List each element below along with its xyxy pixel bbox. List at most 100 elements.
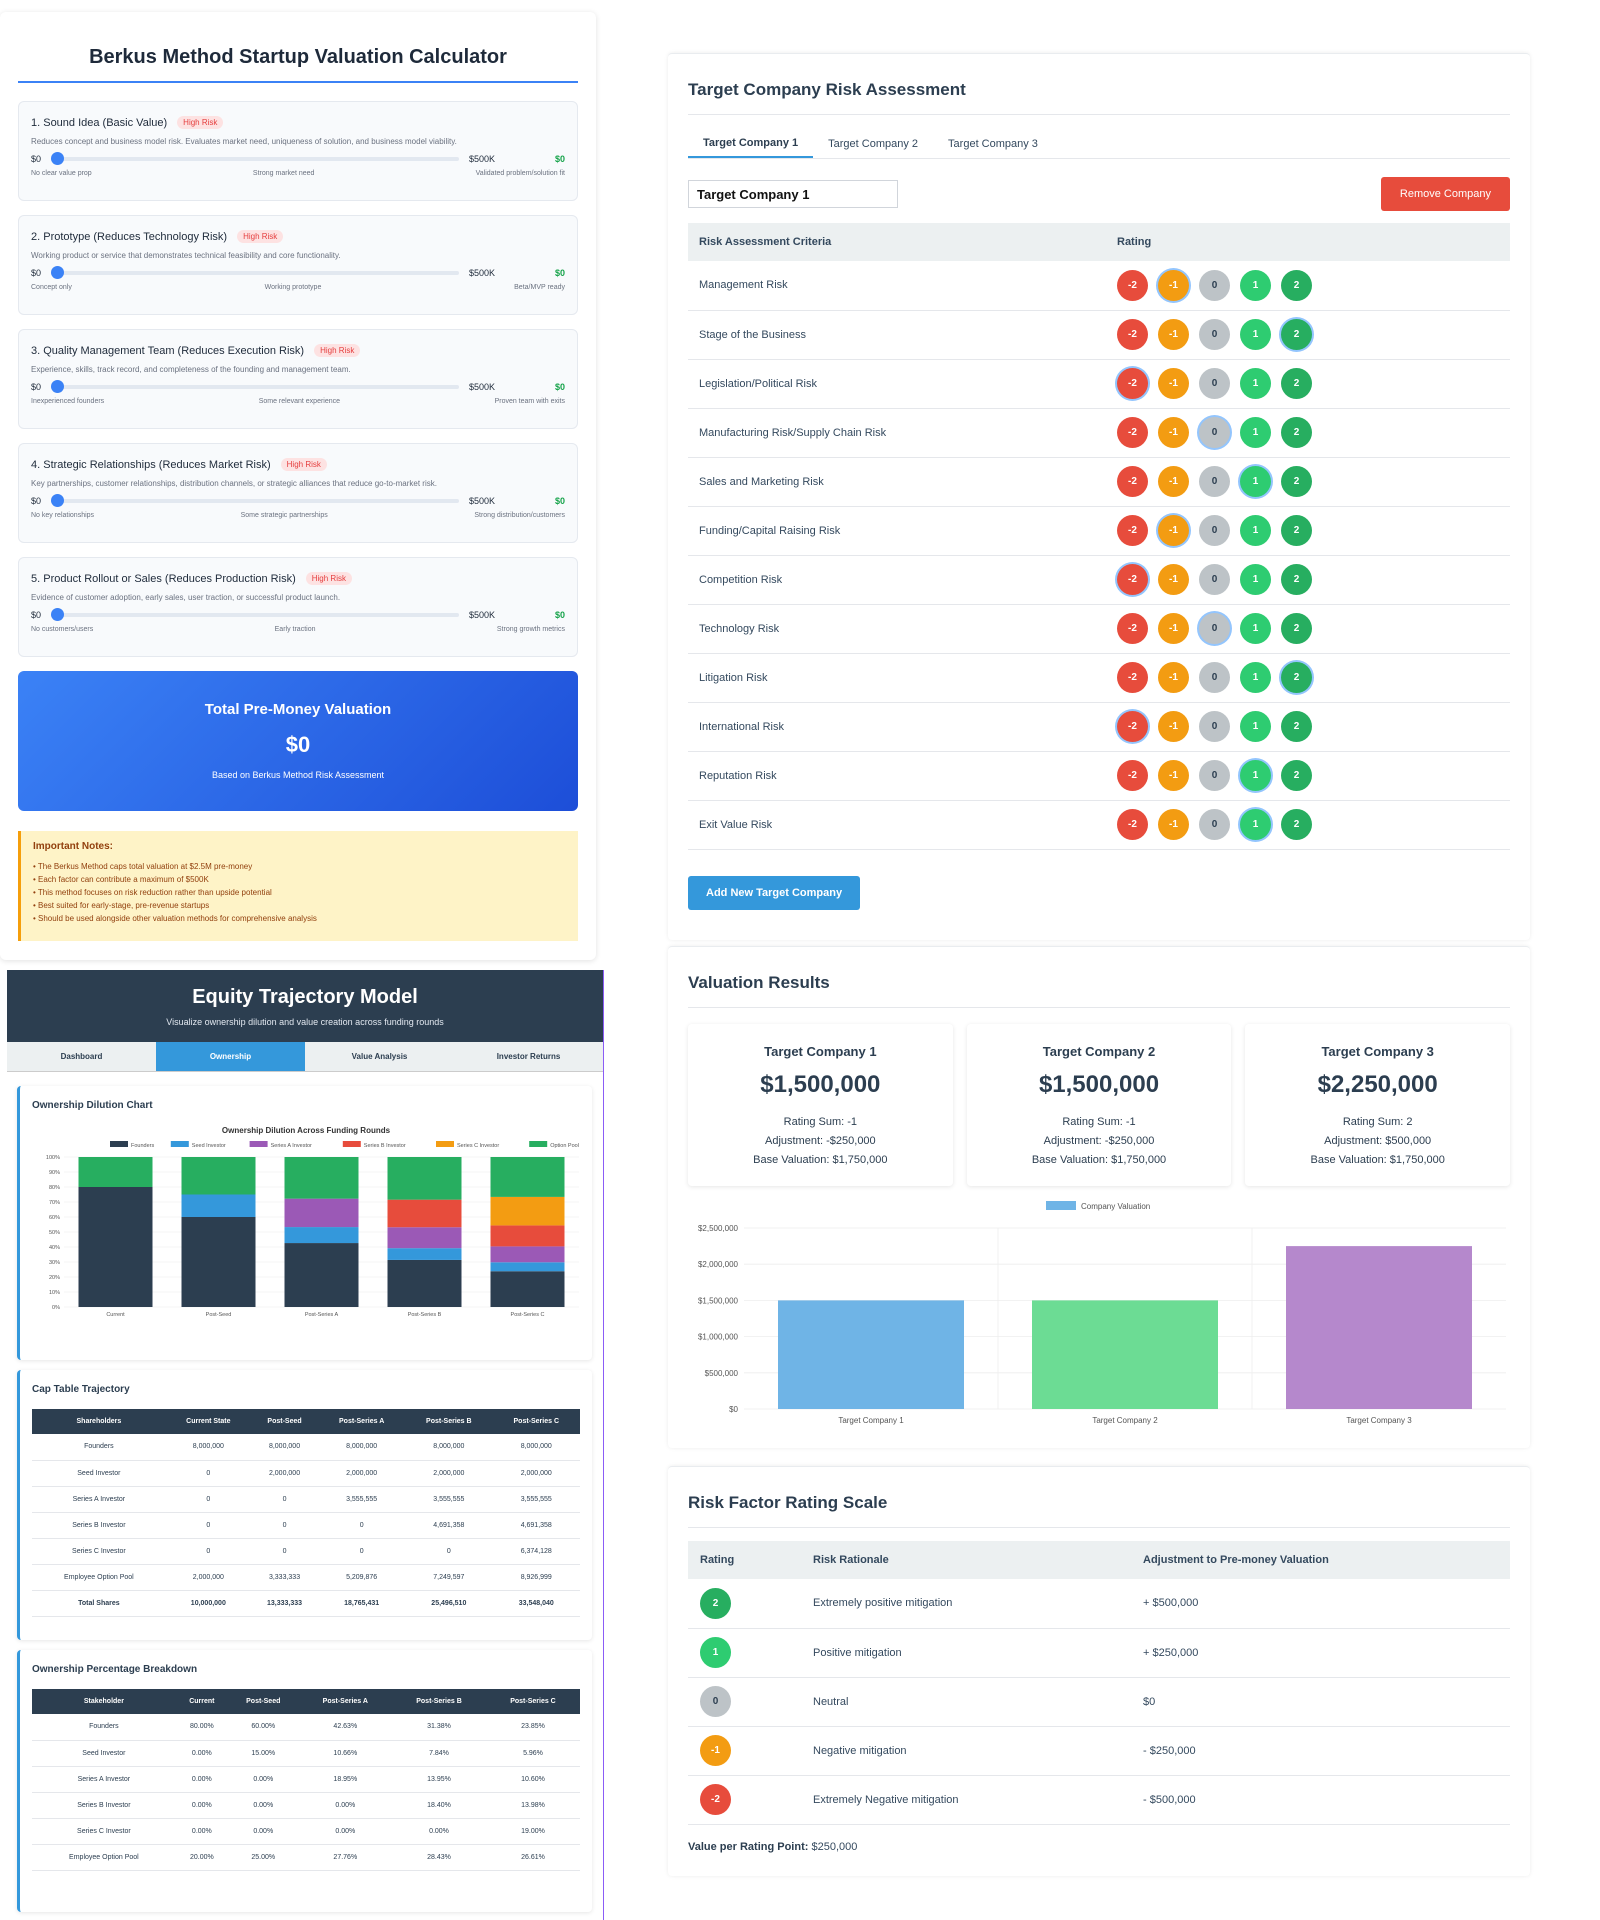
factor-slider[interactable] (51, 266, 460, 279)
rating-button-2[interactable]: 2 (1281, 662, 1312, 693)
tab-value-analysis[interactable]: Value Analysis (351, 1052, 408, 1061)
rating-button-minus1[interactable]: -1 (1158, 760, 1189, 791)
slider-label: Some strategic partnerships (240, 512, 328, 519)
rating-button-1[interactable]: 1 (1240, 809, 1271, 840)
slider-thumb[interactable] (51, 494, 65, 507)
rating-button-minus2[interactable]: -2 (1117, 269, 1148, 301)
rating-button-minus1[interactable]: -1 (1158, 466, 1189, 497)
rating-button-minus2[interactable]: -2 (1117, 711, 1148, 742)
rating-button-minus1[interactable]: -1 (1158, 368, 1189, 399)
table-cell: Seed Investor (32, 1740, 176, 1767)
rating-button-0[interactable]: 0 (1199, 662, 1230, 693)
rating-button-2[interactable]: 2 (1281, 809, 1312, 840)
rating-button-minus2[interactable]: -2 (1117, 564, 1148, 595)
slider-thumb[interactable] (51, 608, 65, 621)
rating-button-minus1[interactable]: -1 (1158, 319, 1189, 350)
rating-button-minus1[interactable]: -1 (1158, 662, 1189, 693)
slider-min: $0 (31, 154, 42, 164)
tab-target-company-1[interactable]: Target Company 1 (688, 129, 814, 158)
tab-ownership[interactable]: Ownership (156, 1042, 305, 1071)
rating-button-minus2[interactable]: -2 (1117, 466, 1148, 497)
tab-dashboard[interactable]: Dashboard (60, 1052, 103, 1061)
add-company-button[interactable]: Add New Target Company (688, 875, 861, 910)
rating-button-1[interactable]: 1 (1240, 417, 1271, 448)
slider-thumb[interactable] (51, 380, 65, 393)
company-name-input[interactable] (688, 180, 898, 208)
scale-rationale-header: Risk Rationale (801, 1541, 1131, 1579)
remove-company-button[interactable]: Remove Company (1380, 177, 1510, 211)
table-cell: Total Shares (32, 1590, 166, 1617)
rating-button-2[interactable]: 2 (1281, 613, 1312, 644)
rating-button-2[interactable]: 2 (1281, 368, 1312, 399)
rating-button-minus2[interactable]: -2 (1117, 760, 1148, 791)
rating-button-minus2[interactable]: -2 (1117, 319, 1148, 350)
rating-button-2[interactable]: 2 (1281, 319, 1312, 350)
rating-button-2[interactable]: 2 (1281, 711, 1312, 742)
rating-button-minus1[interactable]: -1 (1158, 809, 1189, 840)
tab-investor-returns[interactable]: Investor Returns (496, 1052, 561, 1061)
factor-title: 5. Product Rollout or Sales (Reduces Pro… (31, 572, 296, 585)
rating-button-0[interactable]: 0 (1199, 760, 1230, 791)
rating-button-0[interactable]: 0 (1199, 269, 1230, 301)
result-valuation: $1,500,000 (1038, 1071, 1160, 1098)
rating-button-minus1[interactable]: -1 (1158, 711, 1189, 742)
factor-slider[interactable] (51, 608, 460, 621)
rating-buttons: -2 -1 0 1 2 (1117, 515, 1510, 546)
slider-thumb[interactable] (51, 152, 65, 165)
table-row: Total Shares 10,000,000 13,333,333 18,765,4… (32, 1590, 580, 1617)
rating-button-1[interactable]: 1 (1240, 662, 1271, 693)
rating-button-1[interactable]: 1 (1240, 466, 1271, 497)
table-cell: 3,555,555 (318, 1486, 406, 1513)
rating-button-0[interactable]: 0 (1199, 319, 1230, 350)
rating-button-minus1[interactable]: -1 (1158, 515, 1189, 546)
slider-thumb[interactable] (51, 266, 65, 279)
rating-button-0[interactable]: 0 (1199, 809, 1230, 840)
rating-button-0[interactable]: 0 (1199, 711, 1230, 742)
rating-button-0[interactable]: 0 (1199, 613, 1230, 644)
rating-button-1[interactable]: 1 (1240, 613, 1271, 644)
rating-button-2[interactable]: 2 (1281, 269, 1312, 301)
rating-button-minus2[interactable]: -2 (1117, 809, 1148, 840)
rating-button-minus2[interactable]: -2 (1117, 613, 1148, 644)
rating-button-2[interactable]: 2 (1281, 466, 1312, 497)
risk-criteria-table: Risk Assessment Criteria Rating Manageme… (688, 223, 1510, 850)
rating-button-1[interactable]: 1 (1240, 760, 1271, 791)
rating-button-minus1[interactable]: -1 (1158, 613, 1189, 644)
rating-button-0[interactable]: 0 (1199, 368, 1230, 399)
rating-button-minus1[interactable]: -1 (1158, 417, 1189, 448)
slider-label: Working prototype (264, 284, 322, 291)
rating-buttons: -2 -1 0 1 2 (1117, 711, 1510, 742)
factor-slider[interactable] (51, 152, 460, 165)
rating-button-minus2[interactable]: -2 (1117, 515, 1148, 546)
rating-button-2[interactable]: 2 (1281, 760, 1312, 791)
rating-button-2[interactable]: 2 (1281, 564, 1312, 595)
rating-button-2[interactable]: 2 (1281, 417, 1312, 448)
rating-button-minus1[interactable]: -1 (1158, 269, 1189, 301)
rating-button-1[interactable]: 1 (1240, 368, 1271, 399)
table-cell: 5,209,876 (318, 1564, 406, 1591)
rating-button-0[interactable]: 0 (1199, 417, 1230, 448)
scale-rating-header: Rating (688, 1541, 801, 1579)
rating-button-0[interactable]: 0 (1199, 515, 1230, 546)
rating-button-0[interactable]: 0 (1199, 466, 1230, 497)
table-cell: Series A Investor (32, 1766, 176, 1793)
risk-row: Stage of the Business -2 -1 0 1 2 (688, 310, 1510, 360)
tab-target-company-2[interactable]: Target Company 2 (828, 137, 919, 150)
rating-button-1[interactable]: 1 (1240, 319, 1271, 350)
rating-button-1[interactable]: 1 (1240, 269, 1271, 301)
rating-button-1[interactable]: 1 (1240, 564, 1271, 595)
rating-button-minus2[interactable]: -2 (1117, 368, 1148, 399)
rating-button-1[interactable]: 1 (1240, 711, 1271, 742)
tab-target-company-3[interactable]: Target Company 3 (948, 137, 1038, 150)
rating-button-minus2[interactable]: -2 (1117, 662, 1148, 693)
rating-button-2[interactable]: 2 (1281, 515, 1312, 546)
rating-button-1[interactable]: 1 (1240, 515, 1271, 546)
rating-button-0[interactable]: 0 (1199, 564, 1230, 595)
factor-slider[interactable] (51, 494, 460, 507)
company-tabs: Target Company 1 Target Company 2 Target C… (688, 129, 1510, 159)
page-title: Berkus Method Startup Valuation Calculat… (18, 46, 578, 83)
factor-slider[interactable] (51, 380, 460, 393)
rating-button-minus2[interactable]: -2 (1117, 417, 1148, 448)
rating-button-minus1[interactable]: -1 (1158, 564, 1189, 595)
adjustment: Adjustment: -$250,000 (764, 1135, 876, 1147)
